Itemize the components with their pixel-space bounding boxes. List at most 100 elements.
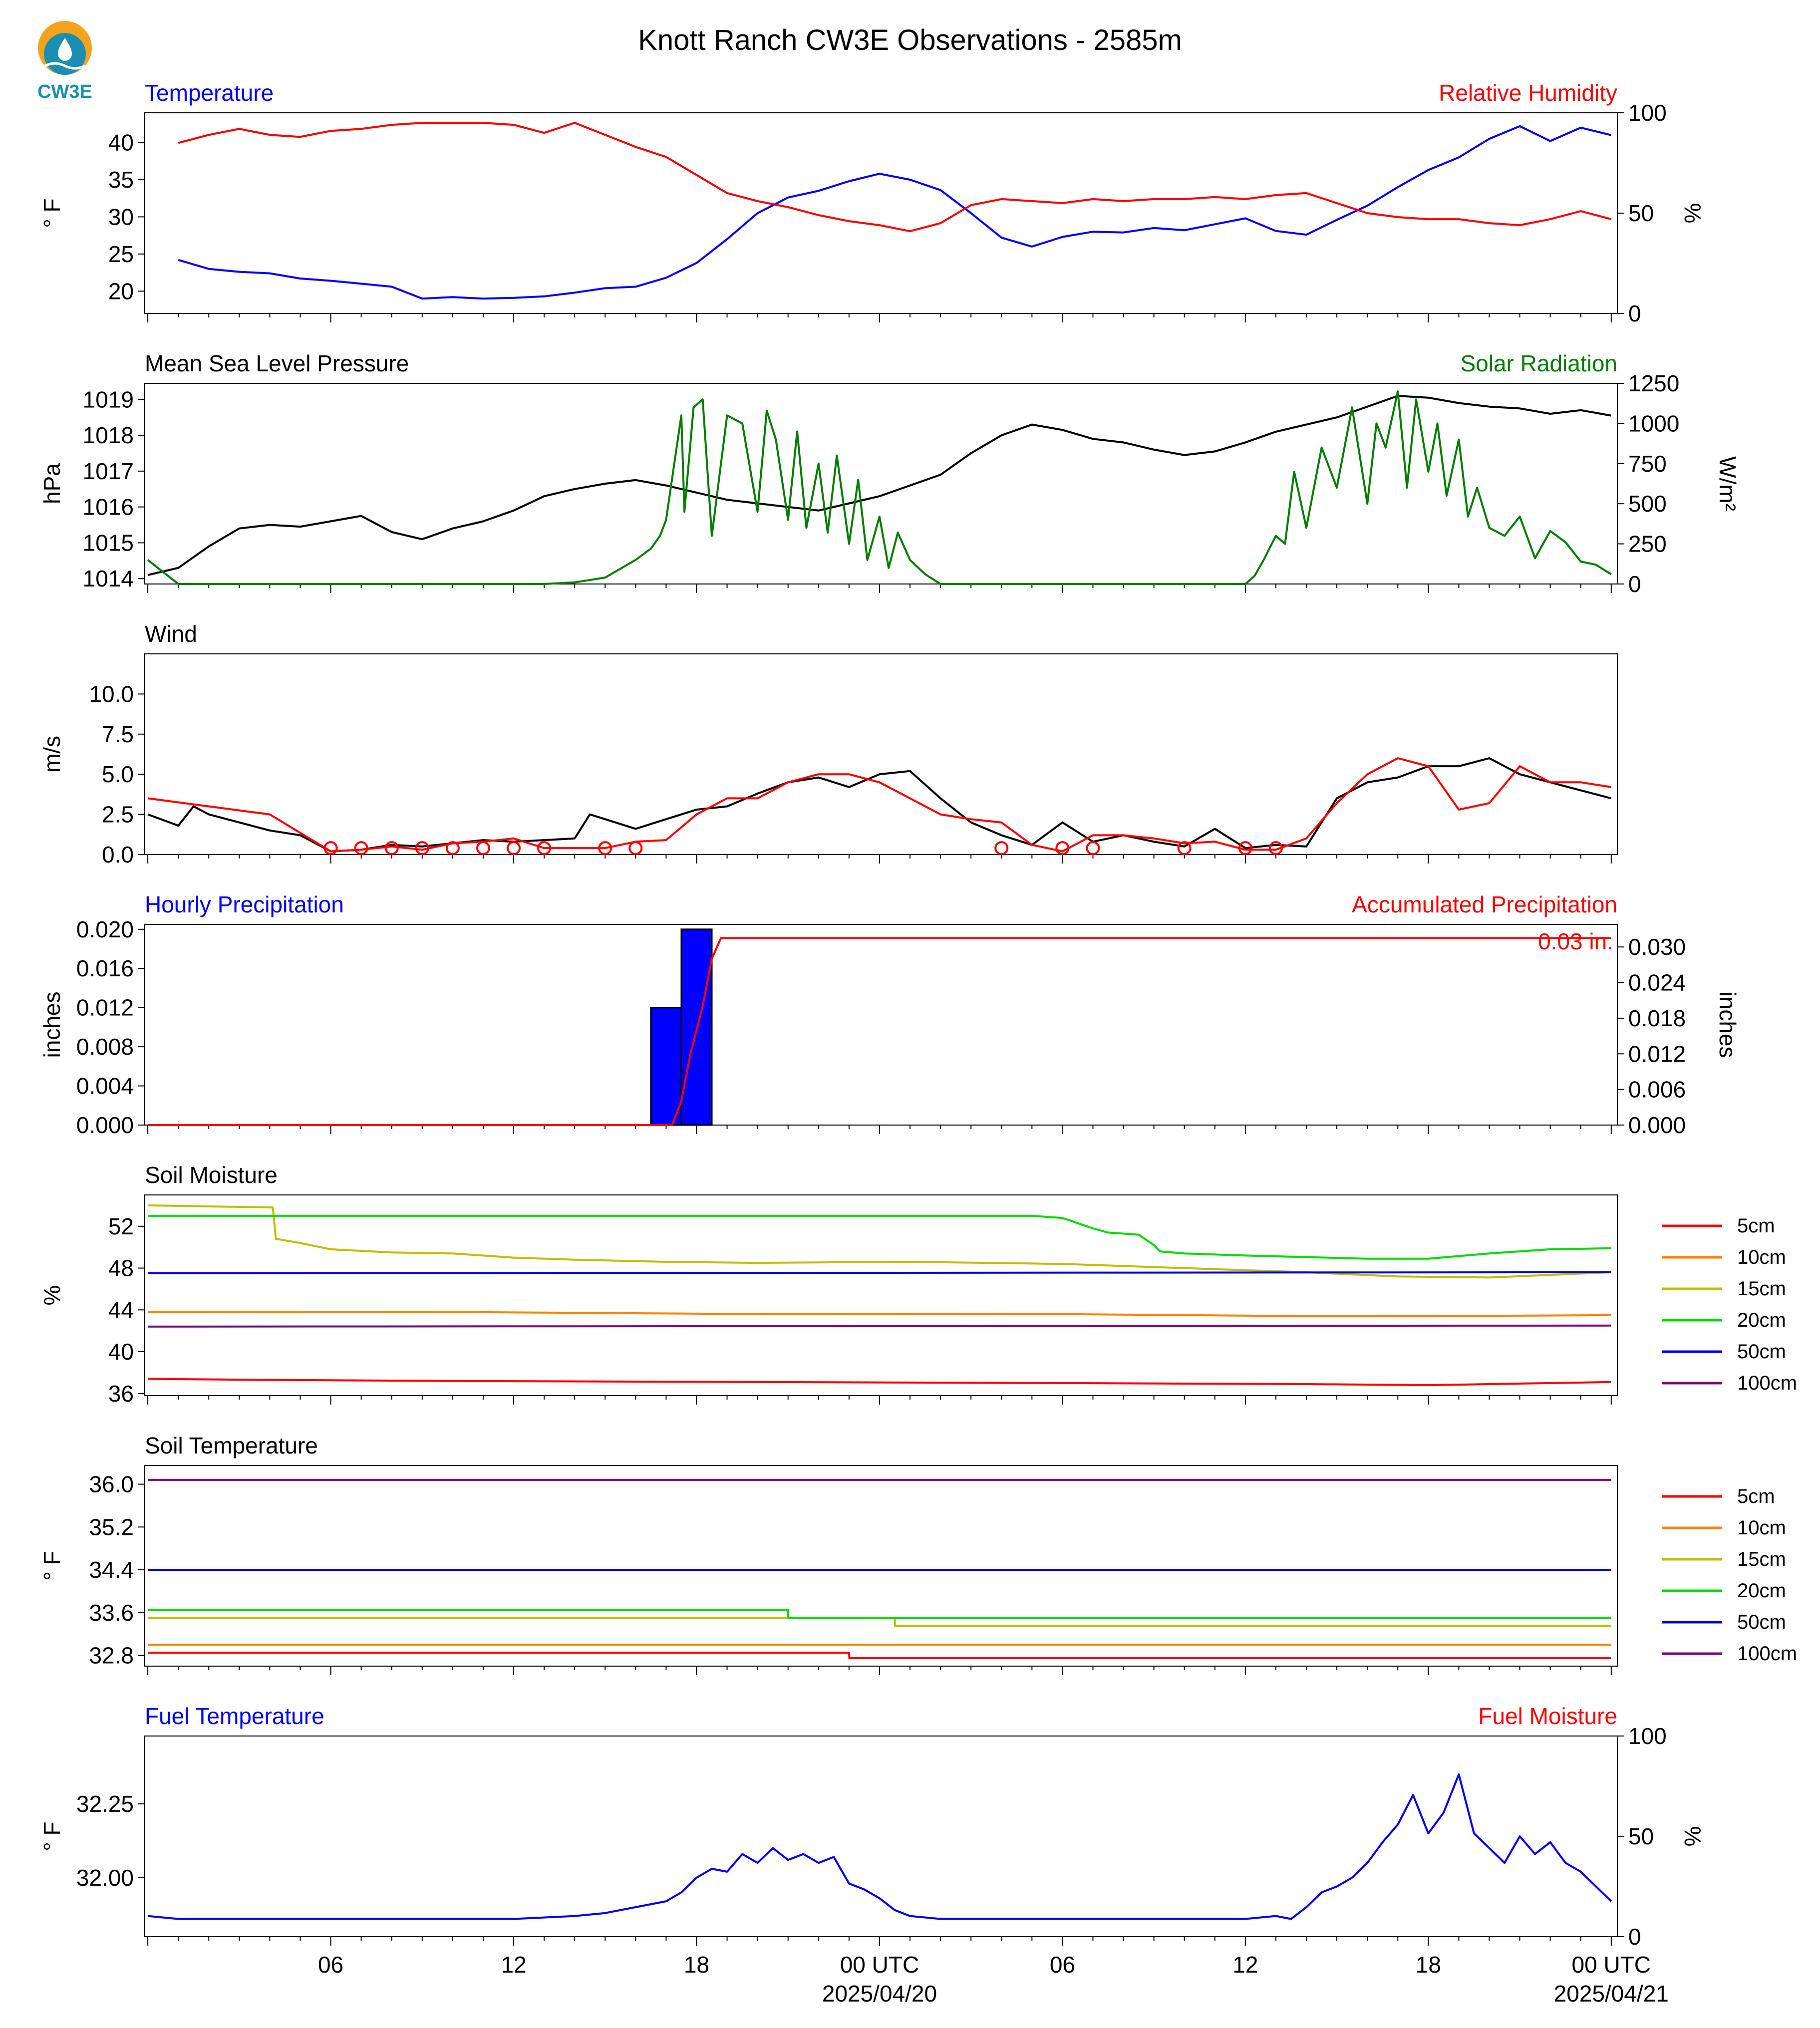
y-tick-label: 1018: [83, 422, 134, 448]
calm-wind-marker: [1055, 841, 1070, 856]
panels: Temperature Relative Humidity 20 25 30 35 40 0 5…: [39, 80, 1797, 2007]
panel-precip: Hourly Precipitation Accumulated Precipit…: [39, 891, 1741, 1138]
legend-label: 15cm: [1737, 1278, 1786, 1300]
axes-frame: [144, 1736, 1618, 1937]
y-tick-label: 32.00: [76, 1865, 134, 1891]
series-line: [178, 125, 1612, 300]
calm-wind-marker: [994, 841, 1009, 856]
calm-wind-marker: [1086, 841, 1100, 856]
y-tick-label: 0.016: [76, 955, 134, 981]
accumulated-annotation: 0.03 in.: [1538, 928, 1613, 954]
y-tick-label: 25: [108, 241, 134, 267]
logo-text: CW3E: [37, 81, 92, 102]
y2-tick-label: 50: [1628, 200, 1654, 226]
x-tick-label: 06: [318, 1952, 343, 1978]
series-line: [147, 1773, 1612, 1920]
calm-wind-marker: [384, 841, 399, 856]
legend-label: 50cm: [1737, 1611, 1786, 1633]
y-tick-label: 33.6: [89, 1600, 134, 1626]
legend-label: 10cm: [1737, 1517, 1786, 1539]
y-tick-label: 5.0: [102, 761, 134, 787]
y2-tick-label: 1000: [1628, 410, 1679, 436]
y-tick-label: 1014: [83, 566, 134, 591]
axes-frame: [144, 383, 1618, 584]
calm-wind-marker: [1238, 841, 1252, 856]
series-line: [147, 390, 1612, 585]
y-tick-label: 0.012: [76, 995, 134, 1021]
panel-soil_temperature: Soil Temperature 32.8 33.6 34.4 35.2 36.0 ° F 5…: [39, 1433, 1797, 1675]
calm-wind-marker: [354, 841, 368, 856]
left-title: Mean Sea Level Pressure: [145, 350, 409, 376]
calm-wind-marker: [445, 841, 460, 856]
y2-tick-label: 0.024: [1628, 970, 1686, 996]
y-tick-label: 1015: [83, 530, 134, 556]
y-tick-label: 48: [108, 1255, 134, 1281]
y-tick-label: 2.5: [102, 802, 134, 828]
series-line: [148, 1324, 1611, 1328]
y2-tick-label: 250: [1628, 531, 1667, 557]
axes-frame: [144, 653, 1618, 855]
series-line: [147, 757, 1612, 853]
y-tick-label: 34.4: [89, 1557, 134, 1583]
y-axis-label: ° F: [39, 1821, 65, 1851]
y2-tick-label: 0.000: [1628, 1112, 1686, 1138]
y-tick-label: 36: [108, 1381, 134, 1407]
panel-pressure_solar: Mean Sea Level Pressure Solar Radiation 10…: [39, 350, 1741, 597]
series-line: [148, 1652, 1611, 1659]
y-tick-label: 1019: [83, 386, 134, 412]
y-tick-label: 0.020: [76, 916, 134, 942]
x-tick-label: 12: [1232, 1952, 1258, 1978]
x-tick-label: 00 UTC: [1572, 1952, 1651, 1978]
series-line: [148, 1617, 1611, 1627]
panel-temp_rh: Temperature Relative Humidity 20 25 30 35 40 0 5…: [39, 80, 1706, 326]
calm-wind-marker: [323, 841, 338, 856]
left-title: Wind: [145, 621, 197, 647]
y2-tick-label: 0.018: [1628, 1005, 1686, 1031]
calm-wind-marker: [1268, 841, 1283, 856]
y-tick-label: 1016: [83, 494, 134, 520]
y-tick-label: 36.0: [89, 1471, 134, 1497]
series-line: [178, 122, 1612, 233]
y2-axis-label: %: [1680, 1826, 1706, 1847]
legend-label: 15cm: [1737, 1548, 1786, 1570]
x-tick-label: 06: [1050, 1952, 1075, 1978]
y2-tick-label: 0.030: [1628, 934, 1686, 960]
y-tick-label: 44: [108, 1297, 134, 1323]
axes-frame: [144, 1465, 1618, 1667]
legend-label: 20cm: [1737, 1580, 1786, 1602]
calm-wind-marker: [537, 841, 552, 856]
y2-axis-label: %: [1680, 203, 1706, 224]
y-tick-label: 0.008: [76, 1034, 134, 1060]
series-line: [148, 1609, 1611, 1619]
right-title: Relative Humidity: [1439, 80, 1617, 106]
y2-axis-label: W/m²: [1715, 456, 1741, 511]
panel-fuel: Fuel Temperature Fuel Moisture 32.00 32.25 0…: [39, 1703, 1706, 2007]
y-axis-label: inches: [39, 992, 65, 1058]
right-title: Solar Radiation: [1460, 350, 1617, 376]
calm-wind-marker: [476, 841, 490, 856]
y-tick-label: 10.0: [89, 681, 134, 707]
y-tick-label: 32.8: [89, 1643, 134, 1669]
y2-tick-label: 50: [1628, 1823, 1654, 1849]
calm-wind-marker: [598, 841, 612, 856]
y-axis-label: m/s: [39, 736, 65, 773]
legend-label: 20cm: [1737, 1309, 1786, 1331]
y-tick-label: 0.0: [102, 842, 134, 868]
y-tick-label: 52: [108, 1213, 134, 1239]
y-axis-label: ° F: [39, 1551, 65, 1580]
series-line: [148, 1214, 1611, 1260]
y2-tick-label: 750: [1628, 451, 1667, 477]
left-title: Hourly Precipitation: [145, 891, 344, 917]
y2-tick-label: 0: [1628, 300, 1641, 326]
axes-frame: [144, 1194, 1618, 1396]
y2-tick-label: 0.006: [1628, 1077, 1686, 1103]
calm-wind-marker: [628, 841, 643, 856]
panel-wind: Wind 0.0 2.5 5.0 7.5 10.0 m/s: [39, 621, 1618, 868]
left-title: Fuel Temperature: [145, 1703, 324, 1729]
calm-wind-marker: [1177, 841, 1192, 856]
calm-wind-marker: [415, 841, 429, 856]
y-tick-label: 0.004: [76, 1073, 134, 1099]
legend-label: 5cm: [1737, 1215, 1775, 1237]
series-line: [148, 1271, 1611, 1274]
cw3e-logo: CW3E: [30, 18, 100, 103]
